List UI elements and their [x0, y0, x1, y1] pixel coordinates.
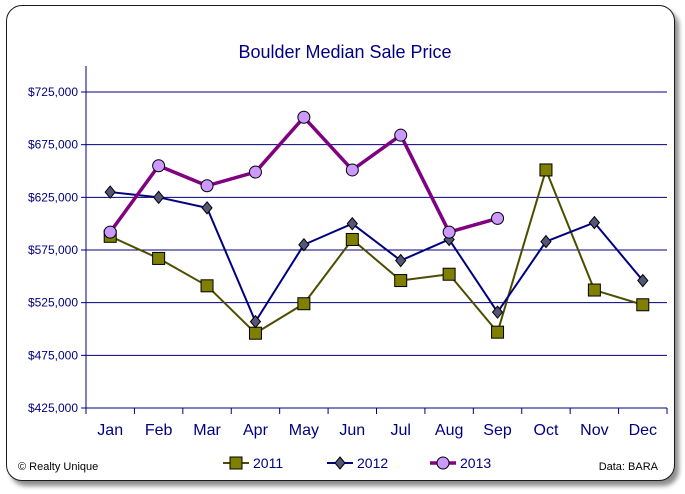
data-point-2013: [297, 110, 311, 124]
x-tick-label: Jul: [390, 422, 410, 439]
data-point-2011: [636, 298, 650, 312]
x-tick-label: Jun: [339, 422, 365, 439]
x-tick-label: Apr: [243, 422, 269, 439]
data-point-2012: [201, 201, 213, 215]
data-point-2013: [200, 179, 214, 193]
series-2012: [104, 185, 649, 329]
series-line-2012: [110, 191, 644, 323]
plot-area: $425,000 $475,000 $525,000 $575,000 $625,000…: [28, 66, 668, 471]
chart-frame: [6, 5, 675, 481]
data-point-2012: [346, 216, 358, 231]
legend-label: 2013: [460, 455, 491, 471]
legend-label: 2011: [253, 455, 283, 471]
y-tick-label: $575,000: [28, 243, 78, 257]
data-point-2013: [103, 225, 117, 239]
series-2013: [103, 110, 505, 239]
data-point-2011: [248, 326, 262, 340]
data-point-2011: [297, 297, 311, 311]
data-point-2013: [491, 211, 505, 225]
legend-item-2012: 2012: [327, 455, 388, 471]
legend-marker: [229, 456, 243, 470]
data-point-2013: [442, 225, 456, 239]
data-point-2013: [345, 163, 359, 177]
data-point-2011: [394, 274, 408, 288]
legend-item-2013: 2013: [430, 455, 491, 471]
series-2011: [103, 163, 650, 340]
y-tick-label: $625,000: [28, 190, 78, 204]
data-point-2012: [540, 234, 552, 249]
data-point-2012: [491, 305, 504, 319]
x-tick-label: Aug: [435, 422, 463, 439]
data-point-2012: [637, 273, 649, 288]
legend-marker: [436, 456, 450, 470]
data-point-2012: [152, 190, 165, 205]
data-point-2011: [345, 232, 359, 246]
y-tick-label: $475,000: [28, 348, 78, 362]
x-tick-label: Dec: [629, 422, 657, 439]
data-point-2013: [248, 165, 262, 179]
data-point-2011: [442, 267, 456, 281]
legend-item-2011: 2011: [223, 455, 283, 471]
data-point-2013: [394, 128, 408, 142]
x-tick-label: Feb: [145, 422, 173, 439]
data-point-2012: [395, 253, 407, 268]
data-point-2012: [249, 314, 262, 329]
data-point-2012: [588, 215, 601, 230]
legend: 2011 2012 2013: [223, 455, 491, 471]
y-tick-label: $425,000: [28, 401, 78, 415]
y-tick-label: $525,000: [28, 296, 78, 310]
chart-title: Boulder Median Sale Price: [238, 42, 451, 62]
data-point-2011: [200, 279, 214, 293]
x-tick-label: Sep: [483, 422, 512, 439]
x-tick-label: Oct: [534, 422, 559, 439]
data-point-2011: [152, 251, 166, 265]
legend-label: 2012: [357, 455, 388, 471]
data-point-2012: [104, 185, 116, 199]
y-tick-label: $725,000: [28, 85, 78, 99]
x-tick-label: May: [289, 422, 319, 439]
data-point-2011: [539, 163, 553, 177]
data-point-2012: [298, 237, 310, 252]
series-line-2013: [108, 115, 499, 234]
y-tick-label: $675,000: [28, 138, 78, 152]
series-line-2011: [109, 168, 644, 335]
data-point-2011: [587, 283, 601, 297]
footer-source: Data: BARA: [599, 461, 659, 473]
legend-marker: [334, 456, 346, 470]
data-point-2011: [491, 325, 505, 339]
data-point-2013: [152, 159, 166, 173]
x-tick-label: Nov: [580, 422, 608, 439]
x-tick-label: Mar: [193, 422, 221, 439]
x-tick-label: Jan: [97, 422, 123, 439]
footer-copyright: © Realty Unique: [18, 461, 98, 473]
